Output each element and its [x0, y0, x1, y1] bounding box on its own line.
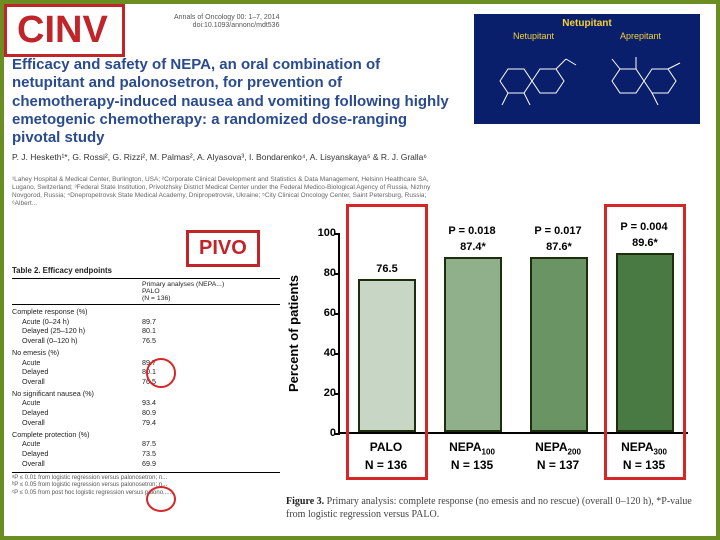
- table-header-cell: Primary analyses (NEPA...): [142, 281, 262, 288]
- table-header-cell: PALO: [142, 288, 262, 295]
- highlight-box: [346, 204, 428, 480]
- figure-caption: Figure 3. Primary analysis: complete res…: [286, 496, 706, 521]
- figure-label: Figure 3.: [286, 496, 324, 507]
- bar-value-label: 87.6*: [524, 241, 594, 253]
- bar: [530, 257, 588, 432]
- y-tick-label: 80: [310, 267, 336, 279]
- table-cell: 73.5: [142, 449, 202, 459]
- table-row-head: No emesis (%): [12, 348, 142, 358]
- n-label: N = 137: [518, 458, 598, 472]
- table-cell: 93.4: [142, 398, 202, 408]
- p-value-label: P = 0.017: [518, 225, 598, 237]
- chem-panel-title: Netupitant: [480, 18, 694, 29]
- y-tick-label: 40: [310, 347, 336, 359]
- table-row-head: Complete protection (%): [12, 430, 142, 440]
- x-axis-label: NEPA100: [432, 440, 512, 456]
- figure-caption-text: Primary analysis: complete response (no …: [286, 496, 692, 520]
- p-value-label: P = 0.018: [432, 225, 512, 237]
- molecule-icon: [480, 41, 694, 117]
- citation-line: doi:10.1093/annonc/mdt536: [174, 22, 279, 30]
- table-cell: Overall (0–120 h): [12, 336, 142, 346]
- efficacy-table: Table 2. Efficacy endpoints Primary anal…: [12, 266, 282, 497]
- journal-citation: Annals of Oncology 00: 1–7, 2014 doi:10.…: [174, 14, 279, 31]
- bar-chart: Percent of patients 02040608010076.5PALO…: [280, 212, 710, 512]
- table-cell: Delayed (25–120 h): [12, 326, 142, 336]
- table-cell: Delayed: [12, 408, 142, 418]
- table-row-head: Complete response (%): [12, 307, 142, 317]
- pivo-badge: PIVO: [186, 230, 260, 267]
- x-axis-label: NEPA200: [518, 440, 598, 456]
- table-header-cell: (N = 136): [142, 295, 262, 302]
- citation-line: Annals of Oncology 00: 1–7, 2014: [174, 14, 279, 22]
- table-cell: Overall: [12, 459, 142, 469]
- table-cell: Acute: [12, 439, 142, 449]
- table-cell: Acute (0–24 h): [12, 317, 142, 327]
- author-list: P. J. Hesketh¹*, G. Rossi², G. Rizzi², M…: [12, 152, 452, 163]
- highlight-circle: [146, 486, 176, 512]
- cinv-badge: CINV: [4, 4, 125, 57]
- highlight-box: [604, 204, 686, 480]
- table-cell: Overall: [12, 377, 142, 387]
- table-cell: Delayed: [12, 449, 142, 459]
- table-cell: Acute: [12, 358, 142, 368]
- n-label: N = 135: [432, 458, 512, 472]
- table-cell: 69.9: [142, 459, 202, 469]
- table-cell: 87.5: [142, 439, 202, 449]
- table-cell: Acute: [12, 398, 142, 408]
- table-header: Primary analyses (NEPA...) PALO (N = 136…: [12, 278, 282, 305]
- table-cell: 89.7: [142, 317, 202, 327]
- y-tick-label: 60: [310, 307, 336, 319]
- plot-area: 02040608010076.5PALON = 13687.4*P = 0.01…: [338, 234, 688, 434]
- table-title: Table 2. Efficacy endpoints: [12, 266, 282, 275]
- table-cell: Delayed: [12, 367, 142, 377]
- table-cell: 80.1: [142, 326, 202, 336]
- chem-col-label: Netupitant: [513, 31, 554, 41]
- y-tick-label: 20: [310, 387, 336, 399]
- table-cell: 80.9: [142, 408, 202, 418]
- table-cell: 79.4: [142, 418, 202, 428]
- table-cell: Overall: [12, 418, 142, 428]
- bar-value-label: 87.4*: [438, 241, 508, 253]
- paper-title: Efficacy and safety of NEPA, an oral com…: [12, 56, 452, 147]
- bar: [444, 257, 502, 432]
- y-tick-label: 100: [310, 227, 336, 239]
- y-tick-label: 0: [310, 427, 336, 439]
- y-axis-label: Percent of patients: [286, 275, 301, 392]
- chemical-structure-panel: Netupitant Netupitant Aprepitant: [474, 14, 700, 124]
- table-row-head: No significant nausea (%): [12, 389, 142, 399]
- table-cell: 76.5: [142, 336, 202, 346]
- highlight-circle: [146, 358, 176, 388]
- chem-col-label: Aprepitant: [620, 31, 661, 41]
- footnote-line: ᵃP ≤ 0.01 from logistic regression versu…: [12, 475, 282, 483]
- footnote-line: ᵇP ≤ 0.05 from logistic regression versu…: [12, 482, 282, 490]
